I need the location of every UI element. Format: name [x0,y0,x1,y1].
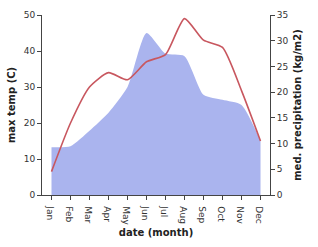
svg-text:Nov: Nov [235,206,245,224]
svg-text:Mar: Mar [83,206,93,223]
svg-text:35: 35 [277,10,288,20]
svg-text:0: 0 [277,190,283,200]
svg-text:Aug: Aug [178,206,188,224]
svg-text:30: 30 [24,82,36,92]
svg-text:25: 25 [277,62,288,72]
svg-text:Sep: Sep [197,206,207,223]
svg-text:Feb: Feb [64,206,74,222]
svg-text:30: 30 [277,36,289,46]
svg-text:20: 20 [277,87,289,97]
svg-text:10: 10 [24,154,36,164]
svg-text:20: 20 [24,118,36,128]
svg-text:50: 50 [24,10,36,20]
svg-text:15: 15 [277,113,288,123]
svg-text:Oct: Oct [216,206,226,222]
svg-text:med. precipitation (kg/m2): med. precipitation (kg/m2) [292,29,303,181]
svg-text:40: 40 [24,46,36,56]
svg-text:10: 10 [277,139,289,149]
svg-text:date (month): date (month) [119,227,193,238]
svg-text:Jul: Jul [159,205,169,217]
svg-text:max temp (C): max temp (C) [6,67,17,143]
svg-text:Jan: Jan [45,205,55,220]
svg-text:Apr: Apr [102,206,112,222]
svg-text:5: 5 [277,164,283,174]
svg-text:0: 0 [29,190,35,200]
svg-text:Jun: Jun [140,205,150,220]
svg-text:May: May [121,206,131,225]
svg-text:Dec: Dec [254,206,264,223]
